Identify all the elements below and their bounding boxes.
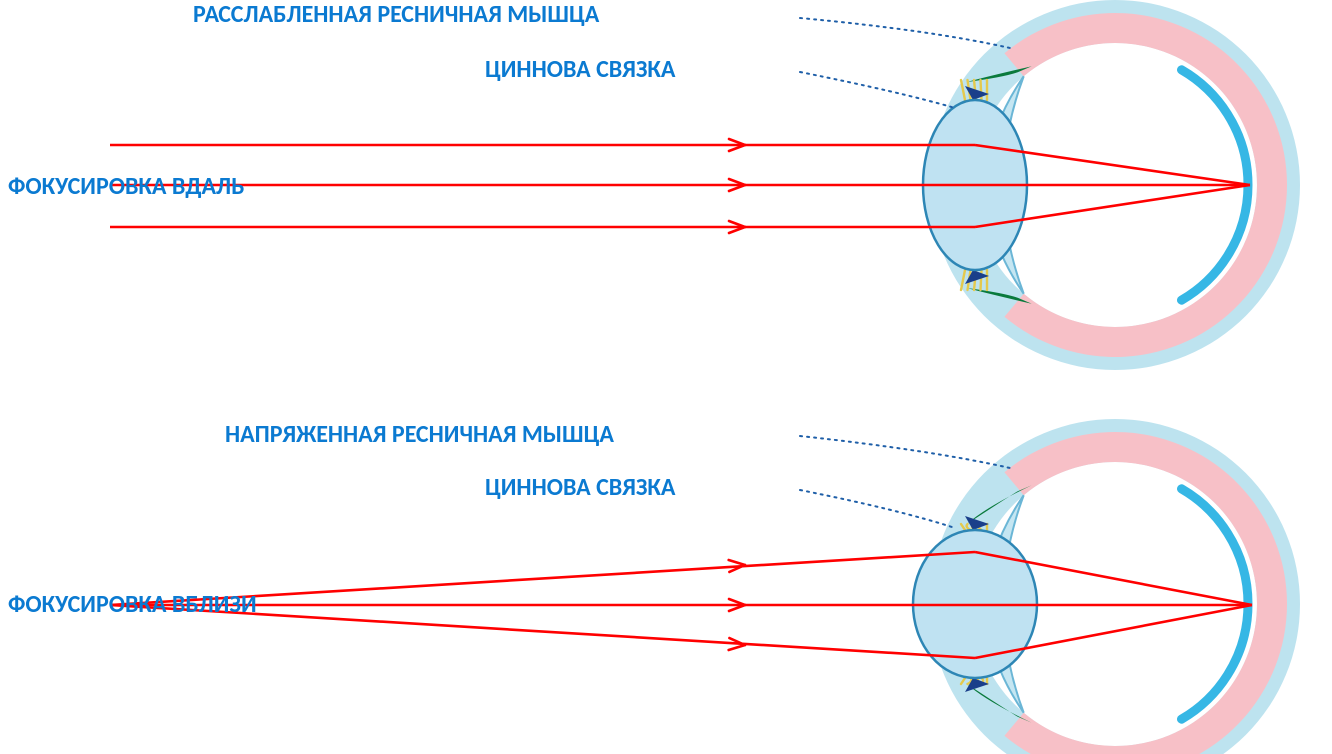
label-top-muscle: РАССЛАБЛЕННАЯ РЕСНИЧНАЯ МЫШЦА <box>193 0 599 29</box>
label-bot-focus: ФОКУСИРОВКА ВБЛИЗИ <box>8 590 257 619</box>
eye-bottom <box>913 419 1300 754</box>
label-bot-zonule: ЦИННОВА СВЯЗКА <box>485 473 675 502</box>
label-top-focus: ФОКУСИРОВКА ВДАЛЬ <box>8 172 244 201</box>
label-top-zonule: ЦИННОВА СВЯЗКА <box>485 55 675 84</box>
label-bot-muscle: НАПРЯЖЕННАЯ РЕСНИЧНАЯ МЫШЦА <box>225 420 614 449</box>
diagram-svg <box>0 0 1332 754</box>
